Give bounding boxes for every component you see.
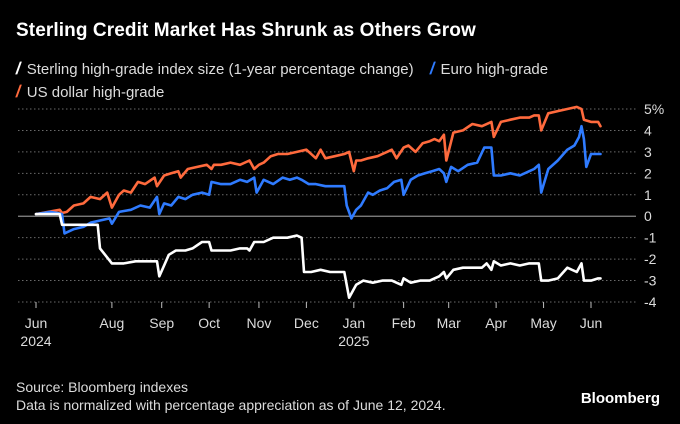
legend: / Sterling high-grade index size (1-year … (14, 58, 666, 104)
y-tick-label: -3 (644, 273, 657, 289)
x-tick-label: Sep (149, 315, 174, 331)
x-tick-label: Apr (485, 315, 507, 331)
x-tick-label: Oct (198, 315, 220, 331)
chart-title: Sterling Credit Market Has Shrunk as Oth… (16, 20, 476, 41)
x-tick-label: Jun (25, 315, 48, 331)
x-tick-label: Aug (99, 315, 124, 331)
y-tick-label: 0 (644, 208, 652, 224)
x-tick-label: Feb (392, 315, 416, 331)
x-tick-label: Mar (437, 315, 461, 331)
x-tick-label: Jun (580, 315, 603, 331)
legend-label-sterling: Sterling high-grade index size (1-year p… (26, 61, 414, 78)
series-line-1 (34, 124, 602, 235)
source-note: Source: Bloomberg indexes (16, 379, 188, 395)
bloomberg-logo: Bloomberg (580, 390, 660, 407)
x-tick-label: Nov (246, 315, 271, 331)
y-tick-label: 3 (644, 144, 652, 160)
y-tick-label: 4 (644, 122, 652, 138)
x-tick-label: Jan (343, 315, 366, 331)
y-tick-label: -1 (644, 230, 657, 246)
y-tick-label: -4 (644, 294, 657, 310)
x-tick-label: Dec (294, 315, 319, 331)
legend-item-usd: / US dollar high-grade (14, 81, 165, 104)
series-line-0 (34, 105, 602, 216)
footer: Source: Bloomberg indexes Data is normal… (16, 378, 446, 414)
y-tick-label: 5% (644, 101, 664, 117)
y-tick-label: 2 (644, 165, 652, 181)
series-line-2 (34, 212, 602, 300)
legend-label-euro: Euro high-grade (440, 61, 549, 78)
legend-item-sterling: / Sterling high-grade index size (1-year … (14, 58, 414, 81)
x-tick-year-label: 2025 (338, 333, 369, 349)
legend-item-euro: / Euro high-grade (428, 58, 549, 81)
y-tick-label: -2 (644, 251, 657, 267)
x-tick-year-label: 2024 (20, 333, 51, 349)
legend-label-usd: US dollar high-grade (26, 84, 165, 101)
data-note: Data is normalized with percentage appre… (16, 397, 446, 413)
y-tick-label: 1 (644, 187, 652, 203)
x-tick-label: May (530, 315, 556, 331)
